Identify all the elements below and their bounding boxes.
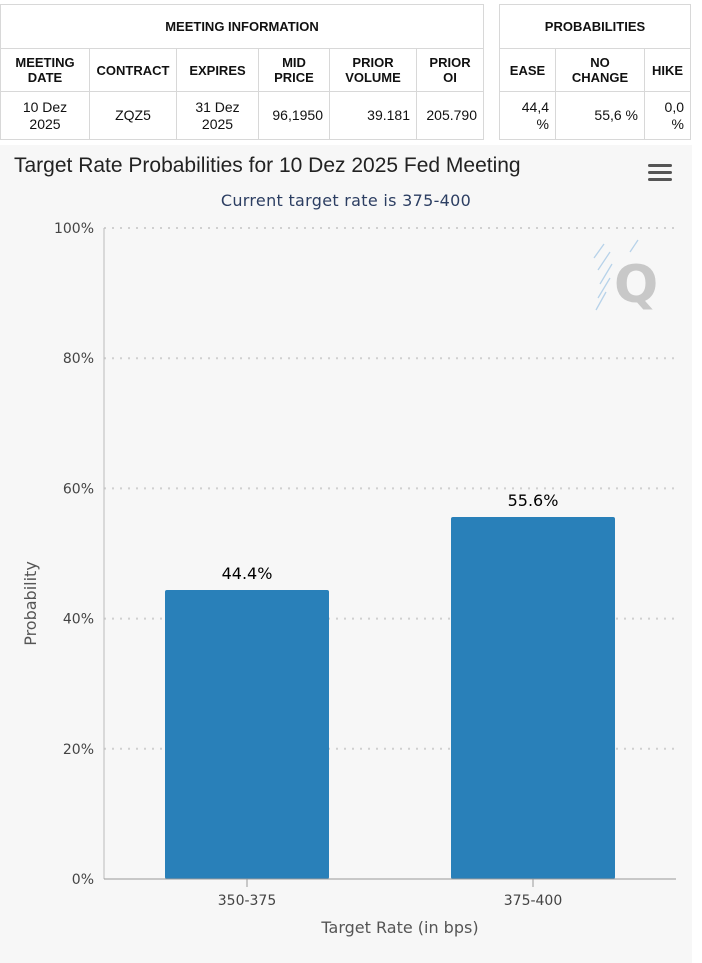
hike-value: 0,0%: [644, 91, 691, 140]
prior-volume-value: 39.181: [329, 91, 417, 140]
column-header-prior-oi: PRIOR OI: [416, 48, 484, 92]
column-header-no-change: NO CHANGE: [555, 48, 645, 92]
bar: [451, 517, 615, 879]
x-axis-title: Target Rate (in bps): [320, 918, 478, 937]
expires-value: 31 Dez 2025: [176, 91, 259, 140]
bar-chart: Q 44.4% 55.6% 0% 20% 40% 60% 80% 100% 350-375 37…: [21, 221, 676, 937]
prior-oi-value: 205.790: [416, 91, 484, 140]
x-tick-label: 350-375: [218, 893, 277, 909]
q-logo-icon: Q: [593, 239, 658, 315]
column-header-meeting-date: MEETING DATE: [0, 48, 90, 92]
y-axis-title: Probability: [21, 561, 40, 646]
contract-value: ZQZ5: [89, 91, 177, 140]
hamburger-menu-icon[interactable]: [648, 164, 672, 184]
meeting-information-header: MEETING INFORMATION: [0, 4, 484, 49]
ease-value: 44,4%: [499, 91, 556, 140]
column-header-mid-price: MID PRICE: [258, 48, 330, 92]
chart-panel: Q 44.4% 55.6% 0% 20% 40% 60% 80% 100% 350-375 37…: [0, 145, 692, 963]
x-tick-label: 375-400: [504, 893, 563, 909]
y-tick-label: 0%: [72, 872, 94, 888]
chart-title: Target Rate Probabilities for 10 Dez 202…: [14, 154, 521, 177]
data-label: 55.6%: [508, 491, 559, 510]
data-label: 44.4%: [222, 564, 273, 583]
meeting-date-value: 10 Dez 2025: [0, 91, 90, 140]
column-header-prior-volume: PRIOR VOLUME: [329, 48, 417, 92]
column-header-expires: EXPIRES: [176, 48, 259, 92]
y-tick-label: 80%: [63, 351, 94, 367]
no-change-value: 55,6 %: [555, 91, 645, 140]
probabilities-table: PROBABILITIES EASE NO CHANGE HIKE 44,4% 5…: [499, 4, 691, 140]
mid-price-value: 96,1950: [258, 91, 330, 140]
meeting-information-table: MEETING INFORMATION MEETING DATE CONTRACT…: [0, 4, 484, 140]
column-header-hike: HIKE: [644, 48, 691, 92]
y-tick-label: 100%: [54, 221, 94, 237]
svg-text:Q: Q: [614, 255, 658, 315]
bar: [165, 589, 329, 879]
table-row: 44,4% 55,6 % 0,0%: [499, 91, 691, 140]
table-row: 10 Dez 2025 ZQZ5 31 Dez 2025 96,1950 39.18…: [0, 91, 484, 140]
chart-subtitle: Current target rate is 375-400: [220, 191, 472, 210]
y-tick-label: 20%: [63, 742, 94, 758]
y-tick-label: 60%: [63, 481, 94, 497]
y-tick-label: 40%: [63, 612, 94, 628]
probabilities-header: PROBABILITIES: [499, 4, 691, 49]
column-header-contract: CONTRACT: [89, 48, 177, 92]
column-header-ease: EASE: [499, 48, 556, 92]
